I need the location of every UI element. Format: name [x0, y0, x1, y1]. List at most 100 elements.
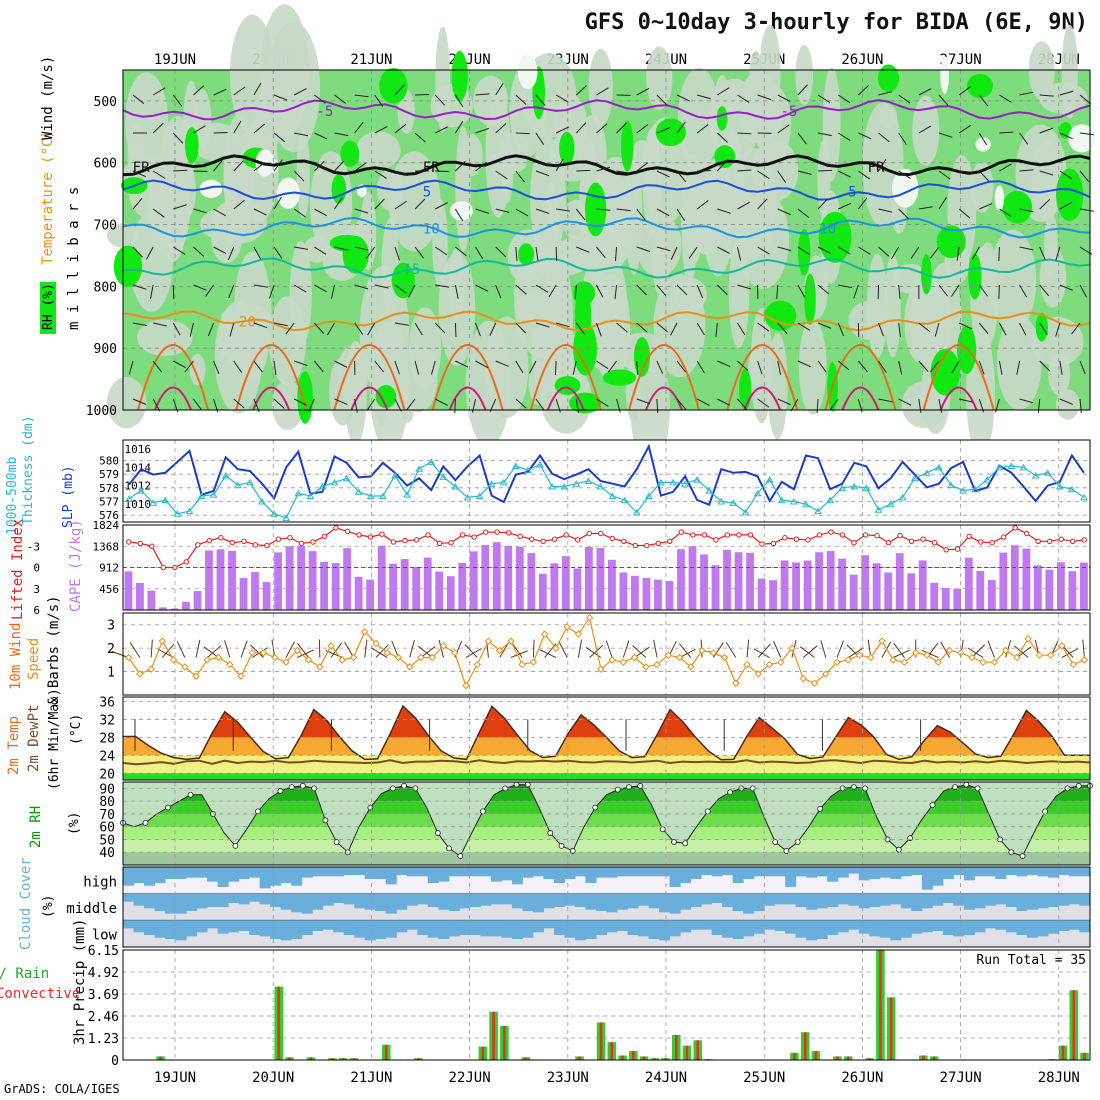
cape-bar [354, 576, 363, 610]
rh2m-point [569, 848, 576, 854]
wind-barb [676, 284, 688, 296]
cloud-bar-middle [827, 893, 839, 907]
cloud-bar-low [1058, 920, 1070, 931]
lifted-index-point [298, 540, 305, 547]
thickness-point [499, 478, 508, 486]
thickness-point [814, 507, 822, 515]
thickness-point [475, 492, 484, 500]
thickness-point [584, 477, 593, 484]
lifted-index-point [586, 530, 592, 537]
thickness-point [717, 498, 726, 505]
cloud-bar-middle [753, 893, 765, 911]
wind10-point [844, 656, 852, 664]
wind-barb [193, 208, 208, 214]
cloud-bar-high [764, 867, 776, 877]
lifted-index-point [425, 532, 431, 538]
wind-barb [273, 360, 277, 375]
precip-convective-bar [331, 1058, 334, 1060]
lifted-index-point [1035, 538, 1041, 544]
thickness-point [705, 487, 714, 494]
rh-high-patch [331, 174, 347, 204]
lifted-index-point [390, 539, 397, 545]
thickness-point [270, 510, 278, 517]
wind-barb [829, 398, 839, 411]
cloud-layer-label: high [83, 874, 117, 890]
lifted-index-point [1058, 536, 1064, 542]
wind-barb [898, 398, 912, 406]
wind-barb [636, 246, 651, 252]
wind-barb [454, 398, 456, 414]
thickness-point [910, 474, 919, 482]
wind10-point [698, 646, 706, 655]
lifted-index-point [678, 529, 685, 535]
cloud-bar-low [974, 920, 986, 933]
wind10-point [417, 653, 425, 662]
wind10-axis-label-2: Speed [26, 638, 42, 680]
cape-bar [193, 591, 202, 610]
cloud-bar-low [459, 920, 471, 935]
cloud-bar-middle [858, 893, 870, 909]
wind10-point [282, 658, 290, 666]
wind-barb [555, 94, 569, 103]
precip-convective-bar [384, 1044, 388, 1060]
wind-barb [1055, 322, 1061, 337]
cape-bar [953, 588, 962, 610]
wind-barb [455, 360, 469, 368]
wind10-point [383, 649, 391, 657]
cloud-bar-middle [816, 893, 828, 909]
cape-bar [642, 577, 651, 610]
cloud-bar-high [995, 867, 1007, 879]
rh-low-patch [749, 50, 763, 95]
wind-barb [616, 208, 631, 212]
wind10-barb [577, 639, 583, 658]
cape-bar [239, 578, 248, 610]
panel-background [123, 440, 1090, 522]
cloud-bar-low [585, 920, 597, 939]
thickness-point [330, 478, 339, 486]
cloud-bar-low [207, 920, 219, 929]
wind-barb [878, 322, 884, 337]
cloud-bar-middle [1068, 893, 1080, 905]
wind-barb [817, 284, 830, 295]
wind-barb [891, 246, 900, 260]
cloud-bar-low [858, 920, 870, 934]
rh-low-patch [989, 229, 1037, 332]
cape-bar [400, 559, 409, 610]
wind10-barb [285, 641, 295, 658]
wind-barb [575, 398, 580, 413]
wind10-barb [207, 645, 222, 658]
rh2m-point [659, 826, 666, 833]
wind10-barb [589, 644, 604, 658]
thickness-point [935, 463, 943, 471]
slp-tick-label: 1016 [125, 443, 152, 456]
wind10-point [428, 653, 436, 662]
cloud-bar-high [858, 867, 870, 881]
rh-dry-patch [975, 137, 991, 152]
rh2m-point [1019, 853, 1026, 859]
wind-barb [757, 94, 771, 101]
rh2m-tick-label: 80 [99, 795, 115, 810]
cloud-bar-high [932, 867, 944, 886]
wind10-barb [678, 643, 692, 658]
thickness-tick-label: 578 [99, 482, 119, 495]
lifted-index-point [149, 543, 155, 549]
precip-convective-bar [159, 1056, 162, 1060]
wind-barb [145, 246, 154, 260]
wind-barb [777, 246, 792, 252]
cape-bar [573, 568, 582, 610]
lifted-index-point [183, 559, 190, 565]
rh-low-patch [432, 198, 448, 289]
cloud-bar-high [953, 867, 965, 875]
rh-low-patch [408, 307, 442, 389]
precip-convective-bar [352, 1058, 356, 1060]
cloud-bar-high [722, 867, 734, 875]
minmax-axis-label: (6hr Min/Max) [47, 688, 62, 790]
rh2m-point [895, 846, 902, 853]
cloud-bar-high [564, 867, 576, 879]
rh-low-patch [1028, 41, 1055, 100]
cape-bar [872, 563, 881, 610]
cape-bar [159, 607, 167, 610]
wind10-point [675, 653, 684, 662]
wind-barb [132, 197, 143, 210]
cloud-bar-low [480, 920, 492, 937]
